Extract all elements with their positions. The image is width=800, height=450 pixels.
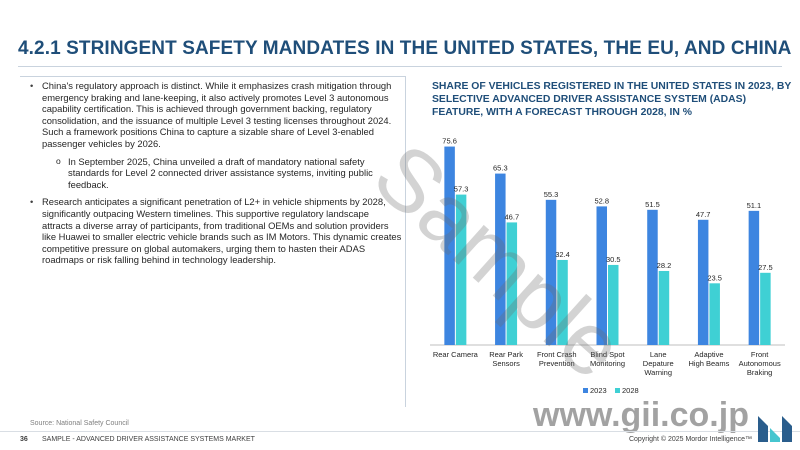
- x-tick-label-7: Front: [751, 350, 769, 359]
- bar-2028-4: [608, 264, 619, 345]
- sub-bullet-item: In September 2025, China unveiled a draf…: [30, 156, 402, 191]
- x-tick-label-2: Rear Park: [489, 350, 523, 359]
- x-tick-label-1: Rear Camera: [433, 350, 479, 359]
- bar-2028-1: [455, 194, 467, 345]
- x-tick-label-3: Front Crash: [537, 350, 577, 359]
- legend-swatch-2023: [583, 388, 588, 393]
- data-label-2023-2: 65.3: [493, 164, 508, 173]
- data-label-2028-4: 30.5: [606, 255, 621, 264]
- data-label-2028-5: 28.2: [657, 261, 672, 270]
- bar-2023-1: [444, 146, 455, 345]
- data-label-2023-5: 51.5: [645, 200, 660, 209]
- source-note: Source: National Safety Council: [30, 420, 129, 427]
- url-watermark: www.gii.co.jp: [533, 396, 749, 434]
- bar-2028-5: [658, 270, 670, 345]
- data-label-2028-3: 32.4: [555, 250, 570, 259]
- x-tick-label-6: Adaptive: [694, 350, 723, 359]
- footer-divider: [0, 431, 800, 432]
- bar-2028-7: [760, 272, 771, 345]
- bar-2028-3: [557, 259, 568, 345]
- bullet-list: China's regulatory approach is distinct.…: [30, 80, 402, 272]
- bar-2023-6: [697, 219, 709, 345]
- bar-2023-2: [495, 173, 506, 345]
- data-label-2023-1: 75.6: [442, 137, 457, 146]
- text-panel-border: [20, 76, 406, 407]
- data-label-2028-6: 23.5: [707, 273, 722, 282]
- chart-title: SHARE OF VEHICLES REGISTERED IN THE UNIT…: [432, 81, 792, 118]
- bar-2023-5: [647, 209, 658, 345]
- data-label-2028-1: 57.3: [454, 185, 469, 194]
- x-tick-label-7: Braking: [747, 368, 772, 377]
- x-tick-label-6: High Beams: [688, 359, 729, 368]
- x-tick-label-5: Depature: [643, 359, 674, 368]
- data-label-2028-2: 46.7: [505, 212, 520, 221]
- x-tick-label-3: Prevention: [539, 359, 575, 368]
- data-label-2023-6: 47.7: [696, 210, 711, 219]
- bar-2023-7: [748, 210, 760, 345]
- legend-label-2028: 2028: [622, 386, 639, 395]
- x-tick-label-2: Sensors: [492, 359, 520, 368]
- copyright-text: Copyright © 2025 Mordor Intelligence™: [628, 436, 752, 443]
- x-tick-label-5: Lane: [650, 350, 667, 359]
- data-label-2023-7: 51.1: [747, 201, 762, 210]
- data-label-2028-7: 27.5: [758, 263, 773, 272]
- x-tick-label-5: Warning: [644, 368, 672, 377]
- footer: 36 SAMPLE - ADVANCED DRIVER ASSISTANCE S…: [0, 434, 800, 450]
- data-label-2023-4: 52.8: [594, 196, 609, 205]
- bar-2023-3: [545, 199, 557, 345]
- bullet-item-1: China's regulatory approach is distinct.…: [30, 80, 402, 150]
- legend-label-2023: 2023: [590, 386, 607, 395]
- bar-chart: 75.6 57.3 Rear Camera 65.3 46.7 Rear ParkSens…: [430, 137, 785, 395]
- x-tick-label-4: Monitoring: [590, 359, 625, 368]
- bar-2028-2: [506, 222, 518, 345]
- title-divider: [18, 66, 782, 67]
- footer-title: SAMPLE - ADVANCED DRIVER ASSISTANCE SYST…: [42, 436, 255, 443]
- data-label-2023-3: 55.3: [544, 190, 559, 199]
- bar-2028-6: [709, 283, 720, 345]
- page-number: 36: [20, 436, 28, 443]
- slide-title: 4.2.1 STRINGENT SAFETY MANDATES IN THE U…: [18, 38, 792, 59]
- bar-2023-4: [596, 206, 607, 345]
- x-tick-label-7: Autonomous: [739, 359, 781, 368]
- x-tick-label-4: Blind Spot: [590, 350, 625, 359]
- mordor-logo-icon: [758, 416, 792, 442]
- legend-swatch-2028: [615, 388, 620, 393]
- bullet-item-2: Research anticipates a significant penet…: [30, 196, 402, 266]
